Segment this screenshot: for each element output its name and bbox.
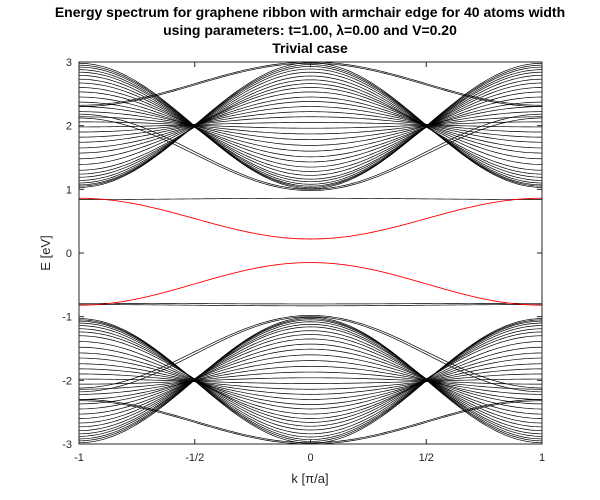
conduction-band-line-5	[79, 75, 542, 180]
valence-band-line-34	[79, 316, 542, 393]
conduction-band-line-14	[79, 116, 542, 135]
valence-band-line-3	[79, 321, 542, 437]
edge-band-line-0	[79, 197, 542, 240]
y-tick-label-4: 1	[66, 184, 72, 196]
valence-band-line-17	[79, 373, 542, 390]
y-tick-label-3: 0	[66, 248, 72, 260]
conduction-band-line-16	[79, 122, 542, 128]
conduction-band-line-21	[79, 96, 542, 154]
conduction-band-line-24	[79, 83, 542, 171]
chart-title-line-3: Trivial case	[272, 40, 348, 56]
valence-band-line-10	[79, 348, 542, 410]
conduction-band-line-12	[79, 106, 542, 146]
y-tick-label-1: -2	[62, 375, 72, 387]
valence-band-line-24	[79, 335, 542, 423]
conduction-band-line-7	[79, 82, 542, 172]
y-axis-label: E [eV]	[38, 235, 53, 270]
x-tick-label-0: -1	[74, 452, 84, 464]
valence-band-line-28	[79, 322, 542, 438]
plot-area	[79, 62, 542, 444]
x-tick-label-4: 1	[539, 452, 545, 464]
flat-band-line-1	[79, 304, 542, 307]
y-tick-label-0: -3	[62, 439, 72, 451]
valence-band-line-4	[79, 323, 542, 435]
conduction-band-line-2	[79, 66, 542, 187]
valence-band-line-9	[79, 343, 542, 415]
conduction-band-line-18	[79, 111, 542, 138]
valence-band-line-26	[79, 328, 542, 431]
conduction-band-line-32	[79, 62, 542, 106]
valence-band-line-8	[79, 338, 542, 419]
conduction-band-line-6	[79, 78, 542, 176]
conduction-band-line-3	[79, 69, 542, 185]
conduction-band-line-8	[79, 87, 542, 168]
conduction-band-line-10	[79, 96, 542, 158]
conduction-band-line-15	[79, 121, 542, 129]
valence-band-line-2	[79, 319, 542, 440]
conduction-band-line-27	[79, 71, 542, 181]
y-axis-ticks: -3 -2 -1 0 1 2 3	[62, 57, 542, 451]
valence-band-line-5	[79, 326, 542, 431]
valence-band-line-13	[79, 365, 542, 395]
conduction-band-line-11	[79, 101, 542, 152]
y-tick-label-6: 3	[66, 57, 72, 69]
conduction-band-line-35	[79, 117, 542, 191]
flat-band-line-0	[79, 197, 542, 200]
valence-band-line-12	[79, 360, 542, 400]
valence-band-line-27	[79, 325, 542, 435]
valence-band-line-22	[79, 346, 542, 415]
conduction-band-line-34	[79, 113, 542, 190]
conduction-band-line-17	[79, 116, 542, 133]
valence-band-line-23	[79, 341, 542, 419]
valence-band-line-6	[79, 330, 542, 428]
valence-band-line-21	[79, 352, 542, 410]
conduction-band-line-23	[79, 87, 542, 165]
x-tick-label-2: 0	[307, 452, 313, 464]
x-tick-label-3: 1/2	[419, 452, 434, 464]
valence-band-line-18	[79, 368, 542, 395]
valence-band-line-16	[79, 378, 542, 384]
flat-band-line-2	[79, 302, 542, 305]
edge-band-line-1	[79, 262, 542, 306]
valence-band-line-11	[79, 354, 542, 405]
x-axis-ticks: -1 -1/2 0 1/2 1	[74, 62, 545, 464]
valence-band-line-32	[79, 400, 542, 444]
conduction-band-line-13	[79, 111, 542, 141]
valence-band-line-35	[79, 315, 542, 389]
conduction-band-line-4	[79, 71, 542, 183]
band-lines-group	[79, 62, 542, 444]
chart-title-line-1: Energy spectrum for graphene ribbon with…	[55, 4, 565, 20]
valence-band-line-14	[79, 371, 542, 390]
conduction-band-line-28	[79, 68, 542, 184]
valence-band-line-25	[79, 331, 542, 427]
conduction-band-line-22	[79, 91, 542, 160]
valence-band-line-7	[79, 334, 542, 424]
conduction-band-line-26	[79, 75, 542, 178]
conduction-band-line-9	[79, 91, 542, 163]
y-tick-label-5: 2	[66, 121, 72, 133]
x-tick-label-1: -1/2	[185, 452, 204, 464]
valence-band-line-15	[79, 377, 542, 385]
edge-band-lines-group	[79, 197, 542, 306]
conduction-band-line-25	[79, 79, 542, 175]
y-tick-label-2: -1	[62, 312, 72, 324]
x-axis-label: k [π/a]	[291, 471, 328, 486]
chart-title-line-2: using parameters: t=1.00, λ=0.00 and V=0…	[163, 22, 457, 38]
